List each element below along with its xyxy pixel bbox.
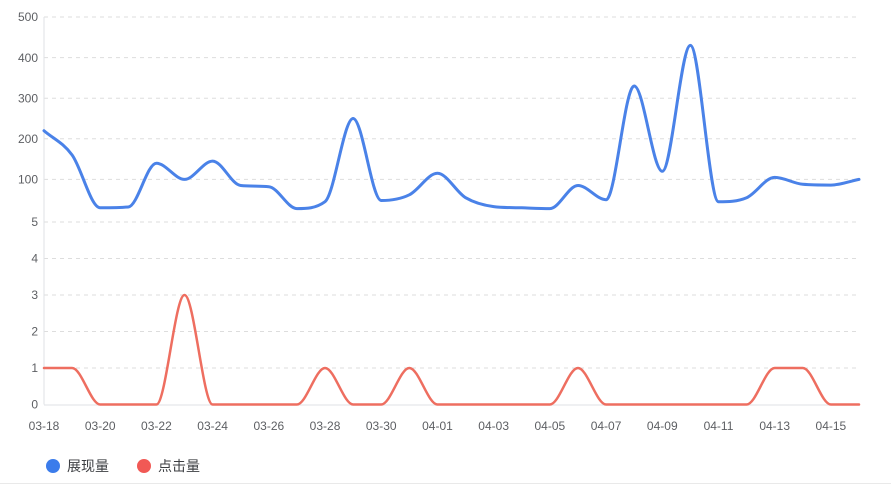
legend: 展现量 点击量 — [46, 456, 228, 476]
impressions-legend-dot-icon — [46, 459, 60, 473]
series-line-impressions[interactable] — [42, 43, 861, 211]
x-axis-label: 04-07 — [591, 419, 622, 433]
x-axis-label: 04-13 — [759, 419, 790, 433]
y-axis-label-lower: 4 — [31, 252, 38, 266]
y-axis-label-lower: 5 — [31, 215, 38, 229]
x-axis-label: 04-11 — [704, 419, 734, 433]
y-axis-label-lower: 3 — [31, 288, 38, 302]
y-axis-label-upper: 400 — [18, 51, 38, 65]
y-axis-label-upper: 300 — [18, 91, 38, 105]
series-line-clicks[interactable] — [42, 293, 861, 406]
y-axis-label-lower: 0 — [31, 398, 38, 412]
x-axis-label: 03-26 — [253, 419, 284, 433]
clicks-legend-dot-icon — [137, 459, 151, 473]
x-axis-label: 04-03 — [478, 419, 509, 433]
x-axis-label: 03-22 — [141, 419, 172, 433]
x-axis-label: 04-09 — [647, 419, 678, 433]
x-axis-label: 03-20 — [85, 419, 116, 433]
impressions-legend-label: 展现量 — [67, 458, 109, 474]
y-axis-label-upper: 500 — [18, 10, 38, 24]
x-axis-label: 03-18 — [29, 419, 60, 433]
x-axis-label: 04-15 — [816, 419, 847, 433]
x-axis-label: 04-05 — [535, 419, 566, 433]
x-axis-label: 03-24 — [197, 419, 228, 433]
y-axis-label-lower: 2 — [31, 325, 38, 339]
y-axis-label-upper: 200 — [18, 132, 38, 146]
x-axis-label: 03-30 — [366, 419, 397, 433]
y-axis-label-upper: 100 — [18, 173, 38, 187]
plot-area[interactable]: 500 400 300 200 100 5 4 3 2 1 0 03-18 03-20 03-22 03-2… — [0, 0, 891, 450]
x-axis-label: 03-28 — [310, 419, 341, 433]
legend-item-clicks[interactable]: 点击量 — [137, 456, 200, 476]
x-axis-label: 04-01 — [422, 419, 453, 433]
legend-item-impressions[interactable]: 展现量 — [46, 456, 109, 476]
y-axis-label-lower: 1 — [31, 361, 38, 375]
clicks-legend-label: 点击量 — [158, 458, 200, 474]
